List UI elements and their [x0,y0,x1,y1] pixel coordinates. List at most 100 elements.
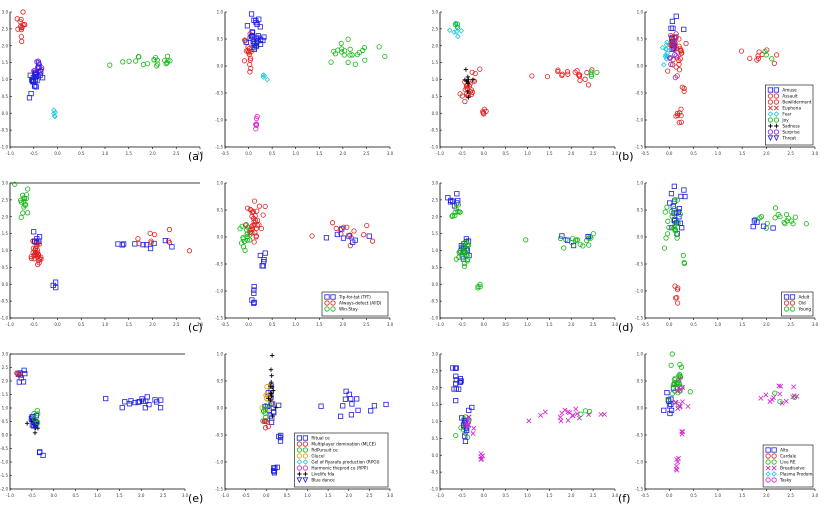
data-point [462,438,469,445]
data-point [529,73,535,79]
y-tick-label: 1.0 [217,10,224,15]
y-tick-label: 2.0 [432,385,439,390]
data-point [659,44,666,51]
y-tick-label: -0.5 [430,470,438,475]
legend-marker [767,105,773,111]
legend-marker [774,123,779,129]
data-point [747,55,753,61]
data-point [667,410,673,417]
series-4 [480,106,489,117]
x-tick-label: -0.5 [458,151,466,156]
y-tick-label: 3.0 [432,352,439,357]
legend-marker [773,135,780,142]
legend-marker [330,300,336,306]
data-point [772,215,778,221]
data-point [344,224,350,230]
x-tick-label: 2.0 [568,322,575,327]
y-tick-label: 1.0 [637,10,644,15]
data-point [557,414,563,420]
data-point [264,76,271,83]
data-point [664,390,670,396]
data-point [256,203,263,209]
legend-marker [773,93,780,99]
legend: Tip-for-tat (TfT)Always-defect (AllD)Win… [321,291,389,317]
data-point [165,238,172,244]
data-point [791,394,798,400]
data-point [681,85,687,91]
data-point [673,34,679,40]
legend-label: Always-defect (AllD) [339,301,382,306]
data-point [34,407,40,414]
legend-marker [767,87,774,93]
chart-b-left: -1.0 -0.5 0.0 0.5 1.0 1.5 2.0 2.5 3.0 -1.0 -0.5 0.0… [430,10,618,157]
x-tick-label: 3.0 [197,322,204,327]
legend-marker [771,477,777,483]
data-point [383,401,389,408]
data-point [763,52,769,58]
data-point [450,365,456,371]
series-0 [14,9,28,44]
legend-label: Joy [781,118,789,123]
data-point [354,396,360,402]
y-tick-label: -1.0 [635,460,643,465]
y-tick-label: 0.5 [2,419,9,424]
x-tick-label: -0.5 [221,151,229,156]
data-point [339,226,345,232]
data-point [661,245,668,251]
data-point [19,24,25,30]
data-point [332,51,339,57]
data-point [260,212,266,218]
data-point [754,219,760,225]
data-point [456,249,462,255]
series-7 [318,388,389,419]
series-6 [270,464,280,476]
data-point [340,235,347,241]
data-point [248,11,255,17]
x-tick-label: 1.0 [102,151,109,156]
data-point [354,52,360,58]
data-point [278,432,284,439]
legend-label: Old [799,301,806,306]
data-point [17,370,24,377]
x-tick-label: 0.5 [269,151,276,156]
series-1 [243,11,267,53]
data-point [456,254,462,260]
legend-marker [765,471,771,477]
data-point [477,66,483,72]
data-point [241,238,248,245]
data-point [343,388,349,394]
series-3 [462,67,476,100]
data-point [253,225,260,231]
data-point [769,56,775,62]
data-point [270,414,275,419]
data-point [18,27,25,33]
y-tick-label: 1.5 [2,60,9,65]
data-point [249,213,255,220]
data-point [253,115,260,122]
data-point [31,253,37,259]
data-point [465,74,471,80]
data-point [243,39,249,45]
data-point [679,399,685,405]
data-point [251,219,257,225]
data-point [33,84,39,90]
x-tick-label: -1.0 [6,493,14,498]
data-point [665,68,671,74]
legend-marker [296,447,302,453]
y-tick-label: 0.0 [637,406,644,411]
y-tick-label: -0.5 [215,91,223,96]
data-point [51,113,58,119]
chart-e-right: -1.0 -0.5 0.0 0.5 1.0 1.5 2.0 2.5 3.0-1.5-1.0-0.… [215,352,393,499]
series-5 [529,67,595,88]
legend-label: Tasky [779,478,792,483]
x-tick-label: -0.5 [221,322,229,327]
data-point [31,83,38,89]
data-point [755,55,762,61]
legend-label: Multiplayer domination (MLCE) [311,442,376,447]
legend-label: Euphoria [782,106,801,111]
data-point [461,263,468,269]
data-point [754,57,760,63]
y-tick-label: -0.5 [0,446,8,451]
x-tick-label: 3.0 [812,493,819,498]
legend-marker [296,465,302,471]
